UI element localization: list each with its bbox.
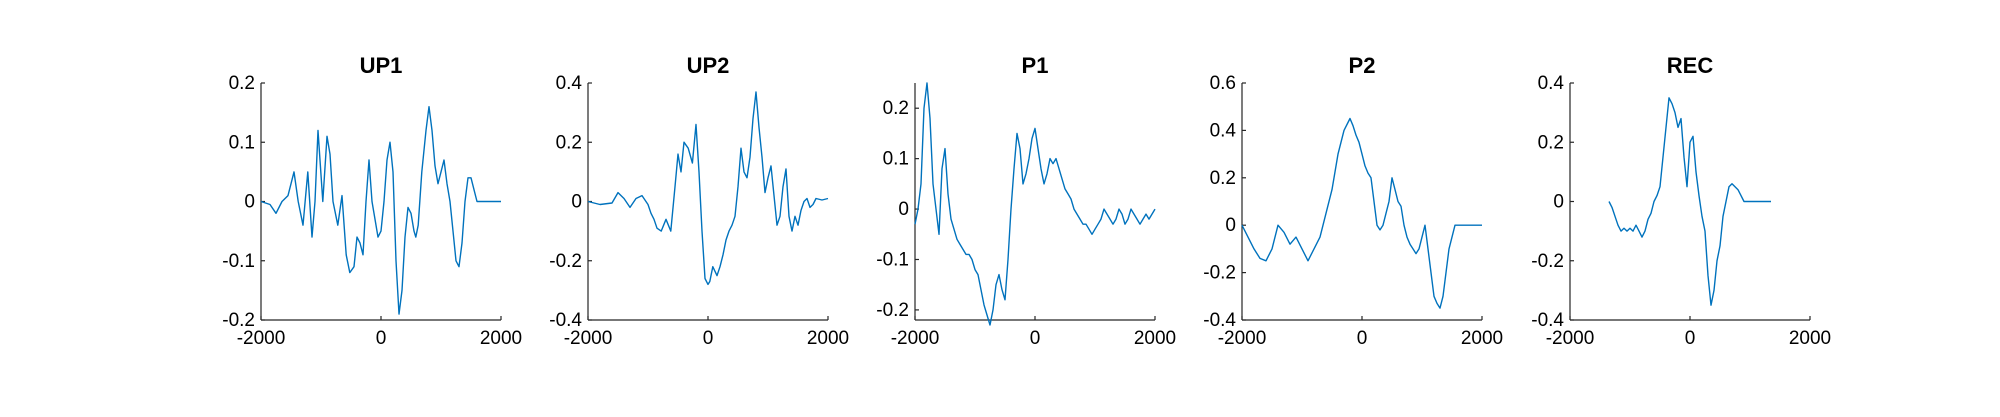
x-tick-label: 2000 — [1461, 328, 1503, 349]
panel-rec: REC -2000 0 2000 -0.4 -0.2 0 0.2 0.4 — [1531, 53, 1831, 349]
y-tick-label: 0.4 — [556, 73, 583, 94]
x-tick-label: 2000 — [807, 328, 849, 349]
y-tick-label: 0 — [1225, 215, 1236, 236]
y-tick-label: -0.4 — [549, 310, 582, 331]
panel-title: UP2 — [687, 53, 730, 78]
y-tick-label: -0.2 — [549, 251, 582, 272]
y-tick-label: -0.4 — [1203, 310, 1236, 331]
y-tick-label: -0.2 — [1531, 251, 1564, 272]
x-tick-label: 0 — [1685, 328, 1696, 349]
x-tick-label: 2000 — [1789, 328, 1831, 349]
y-tick-label: -0.4 — [1531, 310, 1564, 331]
y-tick-label: 0 — [571, 192, 582, 213]
series-line — [587, 91, 829, 286]
panel-title: P1 — [1022, 53, 1049, 78]
y-tick-label: 0 — [244, 192, 255, 213]
y-tick-label: 0 — [1553, 192, 1564, 213]
y-tick-label: -0.2 — [876, 300, 909, 321]
y-tick-label: 0.2 — [556, 132, 582, 153]
x-tick-label: 2000 — [1134, 328, 1176, 349]
series-line — [1241, 117, 1482, 309]
x-tick-label: 0 — [703, 328, 714, 349]
panel-title: UP1 — [360, 53, 403, 78]
x-tick-label: -2000 — [1218, 328, 1267, 349]
y-tick-label: 0.1 — [883, 149, 909, 170]
panel-title: P2 — [1349, 53, 1376, 78]
y-tick-label: 0.2 — [1210, 168, 1236, 189]
x-tick-label: 2000 — [480, 328, 522, 349]
x-tick-label: -2000 — [564, 328, 613, 349]
y-tick-label: -0.2 — [222, 310, 255, 331]
y-tick-label: 0.1 — [229, 132, 255, 153]
y-tick-label: 0 — [898, 199, 909, 220]
panel-p2: P2 -2000 0 2000 -0.4 -0.2 0 0.2 0.4 0.6 — [1203, 53, 1503, 349]
panel-title: REC — [1667, 53, 1714, 78]
x-tick-label: 0 — [1357, 328, 1368, 349]
x-tick-label: 0 — [1030, 328, 1041, 349]
panel-p1: P1 -2000 0 2000 -0.2 -0.1 0 0.1 0.2 — [876, 53, 1176, 349]
panel-up1: UP1 -2000 0 2000 -0.2 -0.1 0 0.1 0.2 — [222, 53, 522, 349]
series-line — [1608, 97, 1771, 306]
y-tick-label: 0.2 — [1538, 132, 1564, 153]
y-tick-label: 0.4 — [1210, 120, 1237, 141]
y-tick-label: -0.1 — [222, 251, 255, 272]
series-line — [914, 82, 1156, 326]
x-tick-label: -2000 — [1546, 328, 1595, 349]
series-line — [260, 105, 501, 315]
x-tick-label: -2000 — [891, 328, 940, 349]
y-tick-label: -0.1 — [876, 249, 909, 270]
panel-up2: UP2 -2000 0 2000 -0.4 -0.2 0 0.2 0.4 — [549, 53, 849, 349]
y-tick-label: 0.2 — [229, 73, 255, 94]
y-tick-label: 0.6 — [1210, 73, 1236, 94]
x-tick-label: -2000 — [237, 328, 286, 349]
y-tick-label: 0.4 — [1538, 73, 1565, 94]
y-tick-label: -0.2 — [1203, 263, 1236, 284]
x-tick-label: 0 — [376, 328, 387, 349]
y-tick-label: 0.2 — [883, 98, 909, 119]
